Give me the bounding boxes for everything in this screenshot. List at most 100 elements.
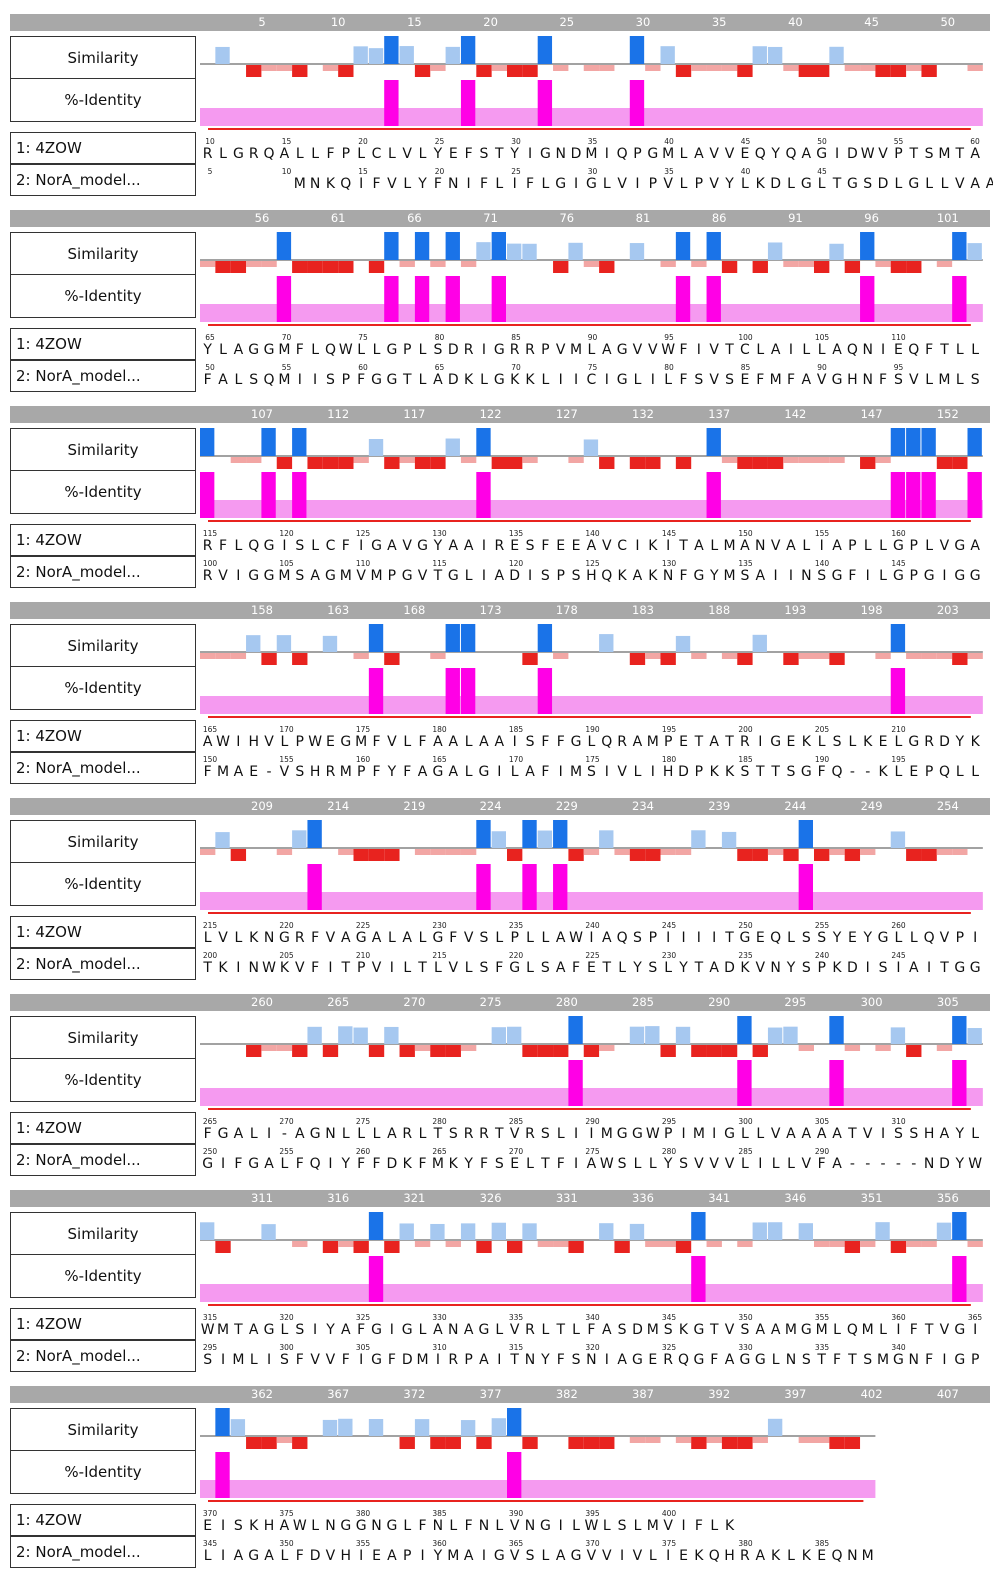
seq2-residue: V	[955, 176, 965, 192]
similarity-bar	[368, 1212, 384, 1240]
seq2-residue: I	[220, 1352, 226, 1368]
seq2-residue: L	[648, 1548, 657, 1564]
dissimilarity-bar	[276, 849, 293, 855]
seq2-residue: F	[357, 1156, 366, 1172]
dissimilarity-bar	[860, 65, 876, 71]
seq1-tick: 80	[434, 333, 445, 342]
seq2-residue: I	[236, 568, 241, 584]
seq1-residue: L	[311, 1518, 320, 1534]
seq2-residue: -	[266, 764, 272, 780]
seq2-residue: G	[202, 1156, 214, 1172]
dissimilarity-bar	[890, 261, 907, 273]
dissimilarity-bar	[338, 65, 354, 77]
seq1-residue: A	[233, 1126, 244, 1142]
seq2-tick: 310	[432, 1343, 447, 1352]
seq2-tick: 375	[661, 1539, 677, 1548]
identity-bar	[261, 472, 276, 518]
seq1-residue: I	[236, 734, 241, 750]
dissimilarity-bar	[414, 457, 431, 469]
seq1-residue: P	[648, 930, 658, 946]
seq2-label: 2: NorA_model...	[10, 752, 196, 784]
similarity-bar	[200, 1222, 215, 1240]
seq1-residue: Q	[263, 146, 275, 162]
seq2-residue: L	[741, 176, 749, 192]
seq1-tick: 385	[432, 1509, 447, 1518]
seq2-tick: 170	[508, 755, 524, 764]
dissimilarity-bar	[875, 65, 891, 77]
dissimilarity-bar	[215, 1241, 231, 1253]
seq2-residue: P	[909, 568, 918, 584]
seq1-residue: W	[338, 342, 353, 358]
dissimilarity-bar	[338, 849, 354, 855]
seq2-residue: G	[892, 568, 904, 584]
seq2-residue: K	[878, 764, 888, 780]
seq1-residue: D	[632, 1322, 643, 1338]
dissimilarity-bar	[460, 1045, 477, 1051]
seq1-residue: A	[433, 1322, 443, 1338]
similarity-bar	[629, 1223, 645, 1240]
seq1-residue: F	[357, 1322, 366, 1338]
seq1-residue: Q	[616, 146, 628, 162]
seq2-residue: I	[359, 176, 364, 192]
seq2-tick: 60	[358, 363, 368, 372]
seq1-residue: H	[923, 1126, 935, 1142]
seq1-tick: 390	[508, 1509, 524, 1518]
dissimilarity-bar	[460, 457, 477, 463]
seq2-tick: 355	[355, 1539, 371, 1548]
identity-bar	[460, 80, 476, 126]
seq2-residue: F	[403, 764, 412, 780]
seq1-residue: W	[661, 342, 676, 358]
dissimilarity-bar	[814, 261, 830, 273]
seq1-residue: F	[464, 1518, 473, 1534]
identity-bar	[860, 276, 875, 322]
seq1-residue: I	[696, 930, 701, 946]
dissimilarity-bar	[906, 849, 922, 861]
ruler-number: 321	[403, 1191, 426, 1205]
seq1-residue: F	[694, 1518, 703, 1534]
seq1-residue: F	[679, 342, 688, 358]
seq1-residue: P	[295, 734, 304, 750]
seq2-residue: H	[586, 568, 597, 584]
seq2-tick: 370	[585, 1539, 600, 1548]
seq1-residue: F	[218, 538, 228, 554]
seq2-residue: V	[509, 1548, 520, 1564]
seq2-residue: H	[340, 1548, 352, 1564]
dissimilarity-bar	[553, 653, 569, 659]
seq2-residue: N	[801, 568, 812, 584]
dissimilarity-bar	[384, 457, 400, 469]
dissimilarity-bar	[430, 457, 446, 469]
seq1-tick: 210	[891, 725, 906, 734]
dissimilarity-bar	[660, 1045, 676, 1057]
seq1-residue: V	[939, 1322, 950, 1338]
seq2-residue: Q	[309, 1156, 321, 1172]
seq2-label: 2: NorA_model...	[10, 164, 196, 196]
similarity-bar	[568, 1016, 583, 1044]
similarity-bar	[322, 635, 338, 652]
dissimilarity-bar	[737, 1437, 753, 1449]
seq2-tick: 240	[814, 951, 830, 960]
seq2-residue: I	[573, 372, 579, 388]
seq1-residue: P	[341, 146, 351, 162]
ruler-number: 40	[788, 15, 803, 29]
dissimilarity-bar	[292, 653, 308, 665]
seq1-label: 1: 4ZOW	[10, 1504, 196, 1536]
seq1-residue: -	[281, 1126, 287, 1142]
seq1-residue: C	[740, 342, 750, 358]
dissimilarity-bar	[583, 261, 600, 267]
ruler-number: 372	[403, 1387, 426, 1401]
seq1-residue: G	[908, 734, 920, 750]
similarity-bar	[292, 830, 307, 848]
seq1-residue: Q	[754, 146, 766, 162]
seq2-residue: V	[816, 372, 827, 388]
similarity-bar	[737, 1016, 752, 1044]
seq2-residue: -	[880, 1156, 886, 1172]
seq2-residue: L	[280, 1548, 289, 1564]
ruler-number: 127	[555, 407, 578, 421]
seq1-residue: S	[663, 1322, 673, 1338]
seq2-residue: Y	[418, 176, 427, 192]
dissimilarity-bar	[844, 1437, 861, 1449]
identity-bar	[276, 276, 292, 322]
seq1-residue: M	[692, 1126, 705, 1142]
dissimilarity-bar	[368, 261, 385, 273]
